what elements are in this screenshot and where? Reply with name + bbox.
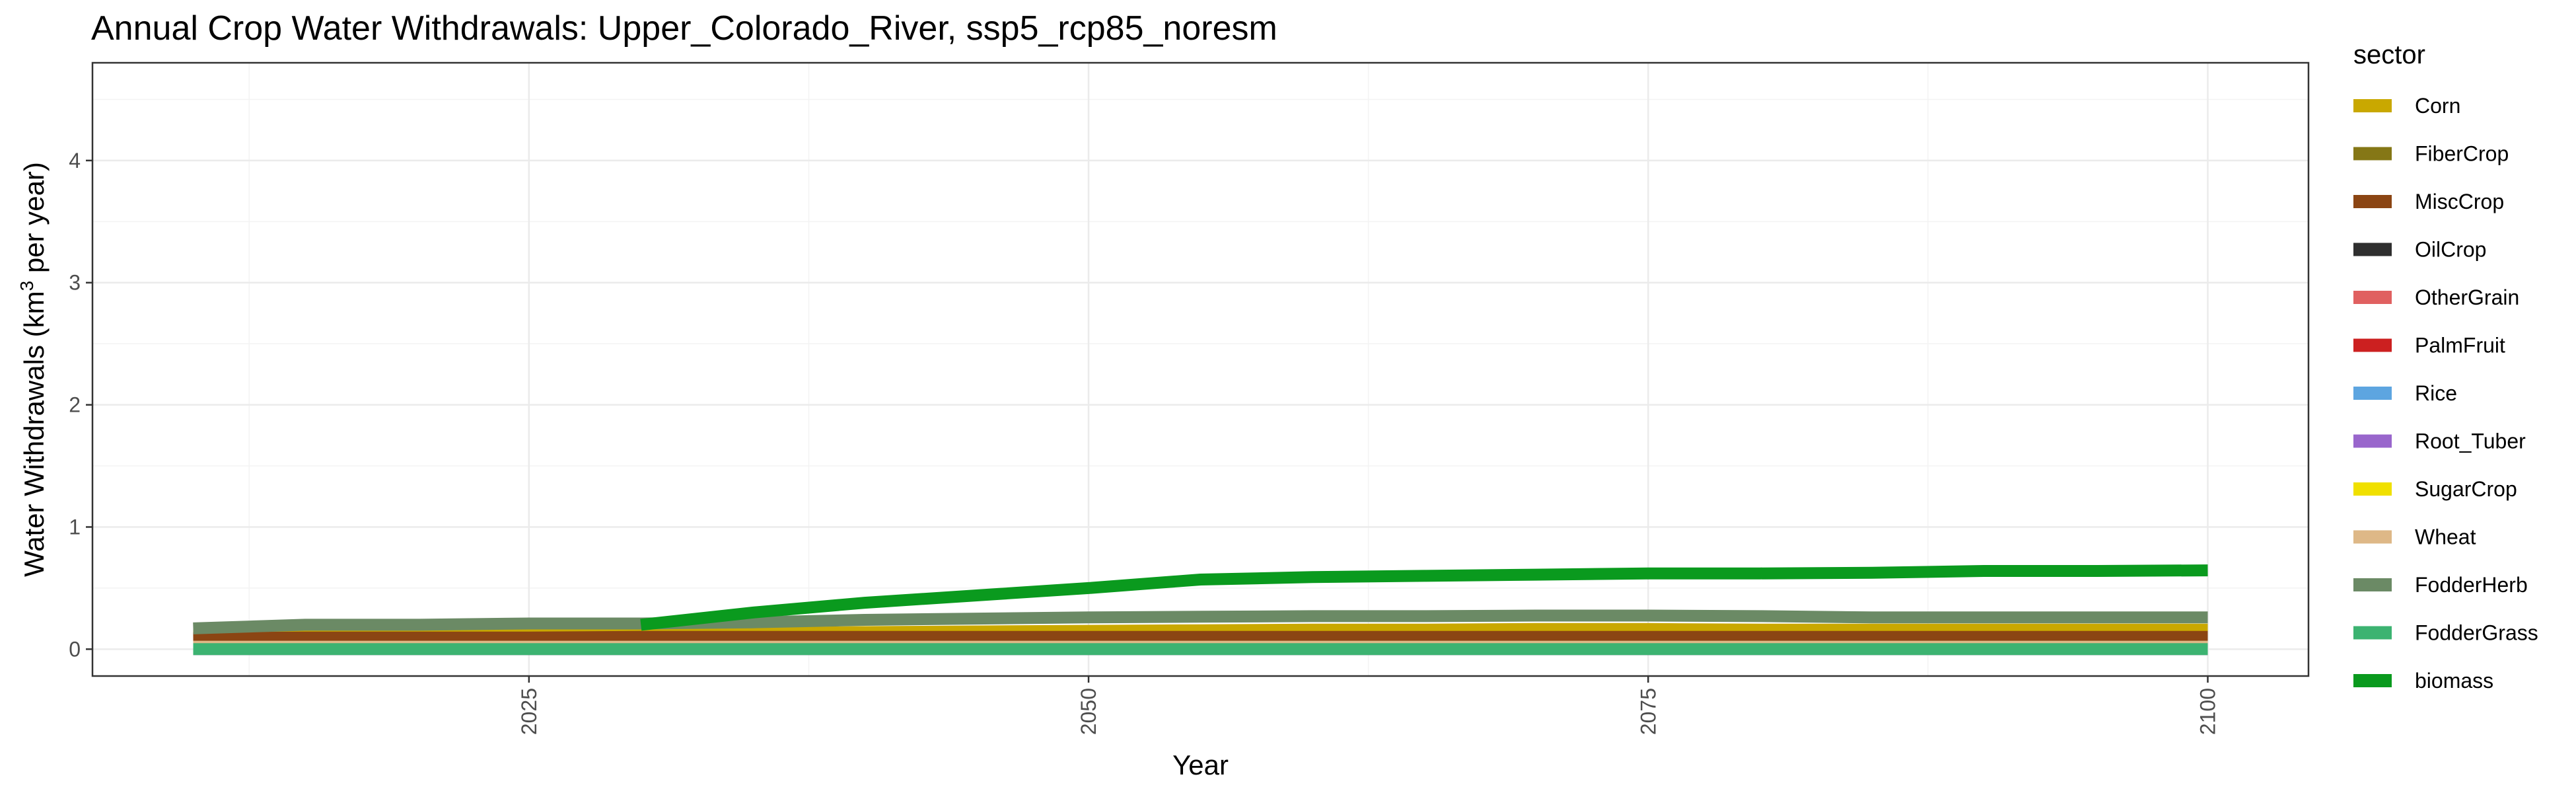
legend-item: Rice: [2353, 381, 2457, 405]
x-tick-label: 2050: [1077, 688, 1100, 735]
legend-items: Corn FiberCrop MiscCrop OilCrop OtherGrain Pa…: [2353, 94, 2538, 693]
legend-swatch: [2353, 99, 2392, 112]
y-tick-label: 3: [69, 271, 81, 295]
legend-swatch: [2353, 434, 2392, 448]
legend-swatch: [2353, 195, 2392, 208]
series-line-misccrop: [193, 630, 2208, 644]
legend-label: SugarCrop: [2415, 477, 2517, 501]
legend-item: MiscCrop: [2353, 190, 2504, 213]
legend: sector Corn FiberCrop MiscCrop OilCrop Other…: [2353, 40, 2538, 693]
legend-swatch: [2353, 147, 2392, 161]
legend-label: Root_Tuber: [2415, 430, 2526, 453]
y-tick-label: 2: [69, 393, 81, 417]
legend-swatch: [2353, 338, 2392, 352]
legend-item: FodderGrass: [2353, 621, 2538, 645]
y-axis-title-main: Water Withdrawals (km: [18, 291, 50, 577]
series-line-biomass: [640, 564, 2208, 631]
legend-swatch: [2353, 626, 2392, 640]
legend-item: Root_Tuber: [2353, 430, 2526, 453]
y-tick-label: 1: [69, 515, 81, 539]
legend-item: Wheat: [2353, 525, 2476, 549]
legend-label: biomass: [2415, 669, 2493, 693]
plot-area: [91, 61, 2310, 677]
legend-label: MiscCrop: [2415, 190, 2504, 213]
legend-item: Corn: [2353, 94, 2460, 118]
legend-swatch: [2353, 243, 2392, 256]
legend-item: FiberCrop: [2353, 142, 2509, 166]
y-tick-label: 4: [69, 149, 81, 172]
legend-label: Wheat: [2415, 525, 2476, 549]
y-axis-title: Water Withdrawals (km3 per year): [17, 162, 50, 577]
legend-label: FodderGrass: [2415, 621, 2538, 645]
legend-label: OilCrop: [2415, 238, 2486, 262]
legend-item: FodderHerb: [2353, 573, 2528, 597]
legend-item: biomass: [2353, 669, 2493, 693]
legend-label: OtherGrain: [2415, 285, 2519, 309]
legend-swatch: [2353, 291, 2392, 304]
legend-item: OtherGrain: [2353, 285, 2519, 309]
legend-item: SugarCrop: [2353, 477, 2517, 501]
legend-label: FiberCrop: [2415, 142, 2509, 166]
legend-label: FodderHerb: [2415, 573, 2528, 597]
legend-label: Rice: [2415, 381, 2457, 405]
legend-swatch: [2353, 674, 2392, 687]
x-tick-label: 2100: [2196, 688, 2220, 735]
y-tick-label: 0: [69, 637, 81, 661]
y-axis-title-superscript: 3: [17, 281, 37, 291]
series-line-fodderherb: [193, 609, 2208, 634]
legend-item: OilCrop: [2353, 238, 2486, 262]
legend-item: PalmFruit: [2353, 334, 2505, 358]
y-axis: 0 1 2 3 4: [69, 149, 92, 661]
series-layer: [193, 564, 2208, 656]
legend-label: PalmFruit: [2415, 334, 2505, 358]
plot-border: [91, 61, 2310, 677]
chart-title: Annual Crop Water Withdrawals: Upper_Col…: [91, 9, 1277, 48]
legend-label: Corn: [2415, 94, 2460, 118]
x-axis: 2025 2050 2075 2100: [517, 676, 2220, 735]
x-axis-title: Year: [1172, 749, 1229, 780]
legend-title: sector: [2353, 40, 2425, 69]
x-tick-label: 2075: [1636, 688, 1660, 735]
legend-swatch: [2353, 482, 2392, 496]
grid: [92, 63, 2308, 676]
legend-swatch: [2353, 530, 2392, 544]
x-tick-label: 2025: [517, 688, 541, 735]
y-axis-title-tail: per year): [18, 162, 50, 281]
legend-swatch: [2353, 578, 2392, 591]
legend-swatch: [2353, 387, 2392, 400]
